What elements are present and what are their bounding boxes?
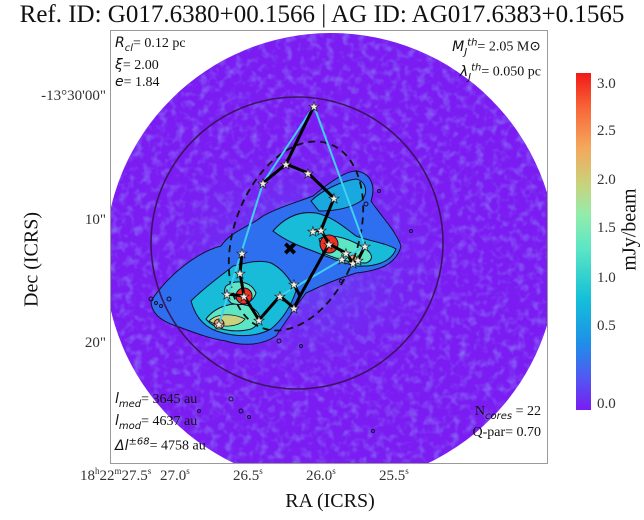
x-tick-2: 26.5s: [233, 466, 263, 484]
x-axis-label: RA (ICRS): [285, 490, 375, 512]
svg-text:★: ★: [307, 225, 319, 240]
l-med-value: = 3645 au: [141, 391, 198, 407]
cbar-tick-2.0: 2.0: [597, 172, 616, 188]
q-par-value: Q-par= 0.70: [472, 425, 541, 440]
svg-text:★: ★: [336, 253, 348, 268]
y-tick-0: -13°30'00": [41, 88, 106, 104]
svg-text:★: ★: [253, 314, 265, 329]
minimum-spanning-tree: [226, 105, 367, 323]
cbar-tick-2.5: 2.5: [597, 123, 616, 139]
cbar-tick-1.5: 1.5: [597, 220, 616, 236]
svg-text:★: ★: [359, 240, 371, 255]
svg-text:★: ★: [236, 247, 248, 262]
xi-value: = 2.00: [122, 57, 159, 73]
colorbar-label: mJy/beam: [618, 188, 641, 271]
annotation-bottom-right: Ncores = 22 Q-par= 0.70: [472, 404, 541, 440]
y-tick-2: 20": [84, 335, 106, 351]
svg-text:★: ★: [238, 290, 250, 305]
delta-l-value: = 4758 au: [149, 439, 206, 454]
x-tick-1: 27.0s: [160, 466, 190, 484]
continuum-map: ✖ ★ ★ ★ ★ ★ ★ ★ ★ ★ ★ ★ ★ ★ ★ ★ ★ ★ ★ ★ …: [111, 33, 547, 463]
svg-text:★: ★: [257, 177, 269, 192]
y-axis-label: Dec (ICRS): [20, 212, 43, 307]
svg-text:★: ★: [347, 257, 359, 272]
svg-text:★: ★: [352, 254, 364, 269]
svg-text:★: ★: [308, 100, 320, 115]
svg-text:★: ★: [288, 302, 300, 317]
annotation-top-left: Rcl= 0.12 pc ξ= 2.00 e= 1.84: [115, 35, 186, 90]
y-tick-1: 10": [84, 212, 106, 228]
x-tick-3: 26.0s: [306, 466, 336, 484]
cluster-circle: [150, 96, 444, 390]
n-cores-value: = 22: [512, 404, 541, 420]
cbar-tick-0.0: 0.0: [597, 396, 616, 412]
x-tick-0: 18h22m27.5s: [80, 466, 152, 484]
centroid-cross-icon: ✖: [282, 239, 297, 260]
svg-text:★: ★: [274, 290, 286, 305]
plot-area: ✖ ★ ★ ★ ★ ★ ★ ★ ★ ★ ★ ★ ★ ★ ★ ★ ★ ★ ★ ★ …: [110, 30, 548, 464]
colorbar: [576, 73, 591, 410]
svg-text:★: ★: [323, 238, 335, 253]
svg-text:★: ★: [234, 267, 246, 282]
svg-text:★: ★: [302, 167, 314, 182]
annotation-top-right: MJth= 2.05 M⊙ λJth= 0.050 pc: [452, 37, 541, 83]
cbar-tick-3.0: 3.0: [597, 76, 616, 92]
e-value: = 1.84: [123, 74, 160, 90]
svg-text:★: ★: [280, 158, 292, 173]
lambda-value: = 0.050 pc: [481, 65, 541, 81]
cores: ★ ★ ★ ★ ★ ★ ★ ★ ★ ★ ★ ★ ★ ★ ★ ★ ★ ★ ★ ★ …: [213, 100, 371, 334]
r-cl-value: = 0.12 pc: [133, 36, 186, 51]
l-mod-value: = 4637 au: [141, 413, 198, 429]
svg-text:★: ★: [340, 247, 352, 262]
annotation-bottom-left: lmed= 3645 au lmod= 4637 au Δl±68= 4758 …: [115, 390, 206, 454]
svg-text:★: ★: [315, 224, 327, 239]
x-tick-4: 25.5s: [379, 466, 409, 484]
fitted-ellipse: [227, 140, 365, 332]
svg-text:★: ★: [328, 192, 340, 207]
mj-value: = 2.05 M⊙: [477, 39, 541, 55]
chart-title: Ref. ID: G017.6380+00.1566 | AG ID: AG01…: [19, 1, 625, 28]
cbar-tick-1.0: 1.0: [597, 270, 616, 286]
svg-text:★: ★: [221, 288, 233, 303]
svg-text:★: ★: [288, 278, 300, 293]
svg-text:★: ★: [213, 318, 225, 333]
cbar-tick-0.5: 0.5: [597, 318, 616, 334]
